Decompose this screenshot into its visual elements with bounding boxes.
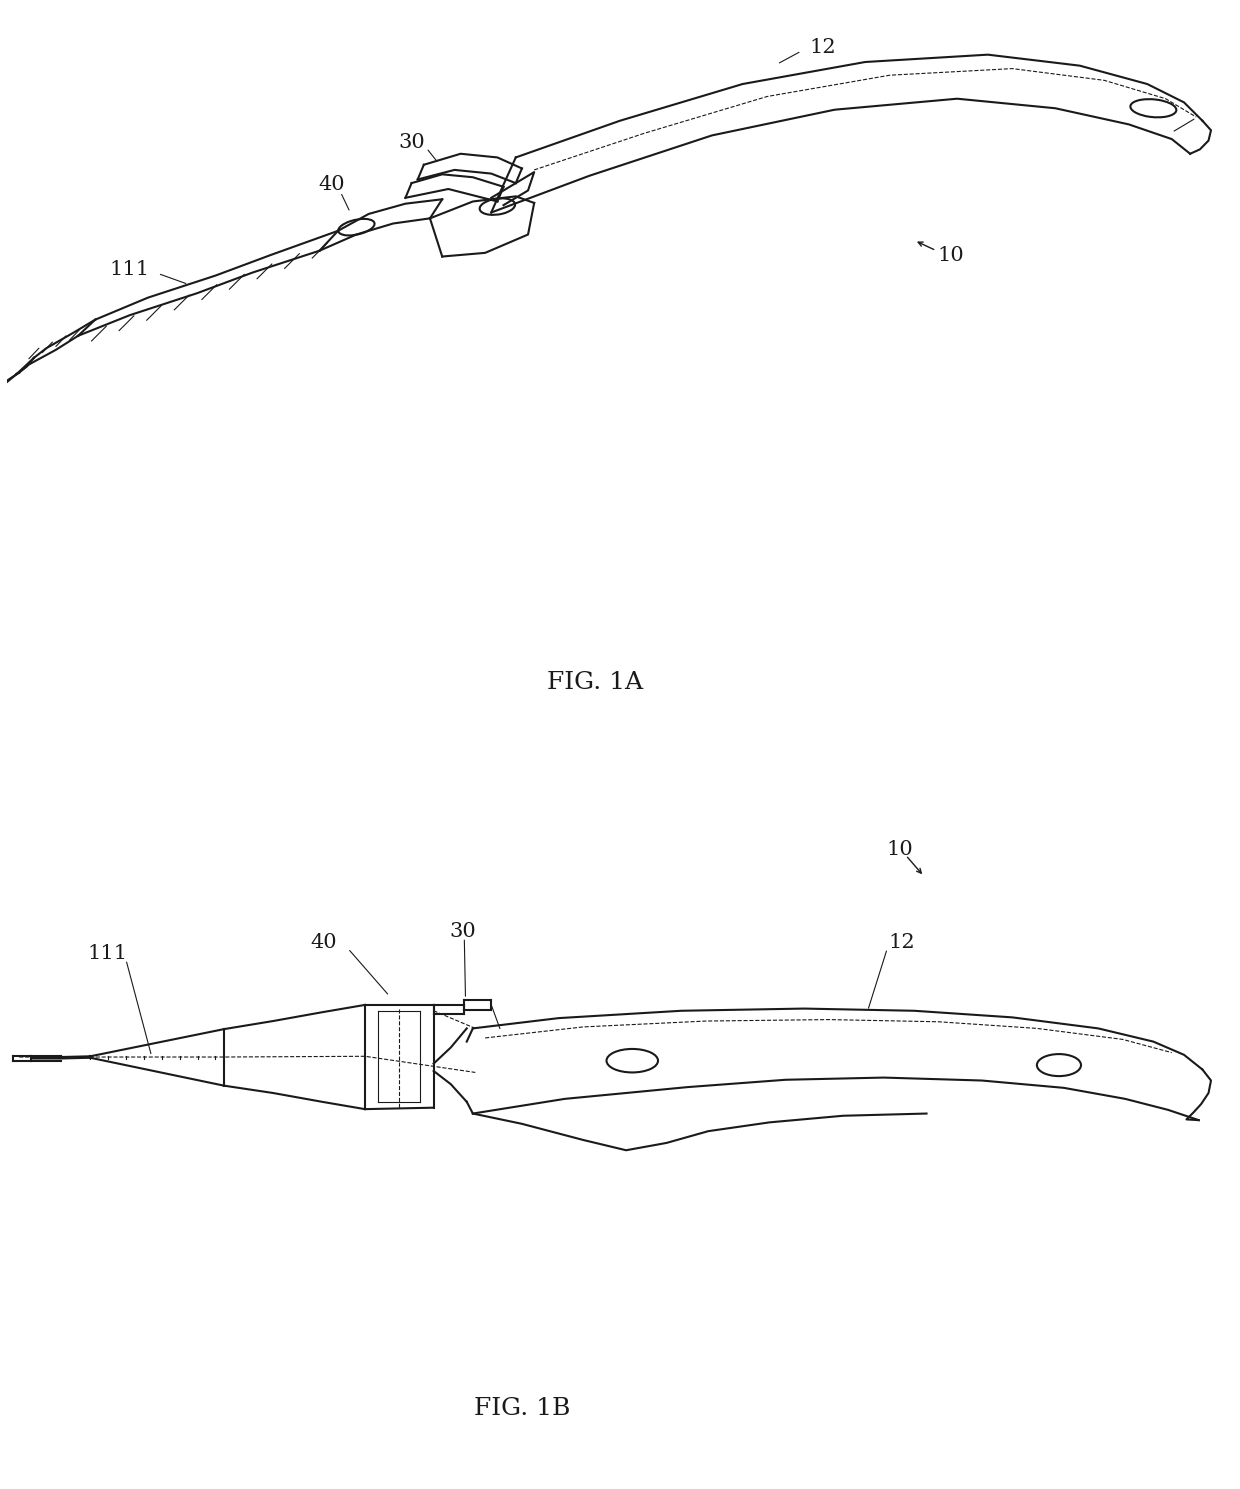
Text: 10: 10 (887, 840, 913, 859)
Text: FIG. 1B: FIG. 1B (474, 1397, 570, 1421)
Text: 40: 40 (310, 934, 336, 951)
Text: 12: 12 (889, 934, 915, 951)
Text: 30: 30 (450, 922, 476, 941)
Text: 111: 111 (88, 944, 128, 963)
Text: FIG. 1A: FIG. 1A (547, 672, 644, 694)
Text: 111: 111 (109, 259, 150, 278)
Text: 30: 30 (398, 133, 425, 152)
Text: 40: 40 (319, 176, 345, 194)
Text: 10: 10 (937, 246, 965, 265)
Text: 12: 12 (808, 37, 836, 57)
